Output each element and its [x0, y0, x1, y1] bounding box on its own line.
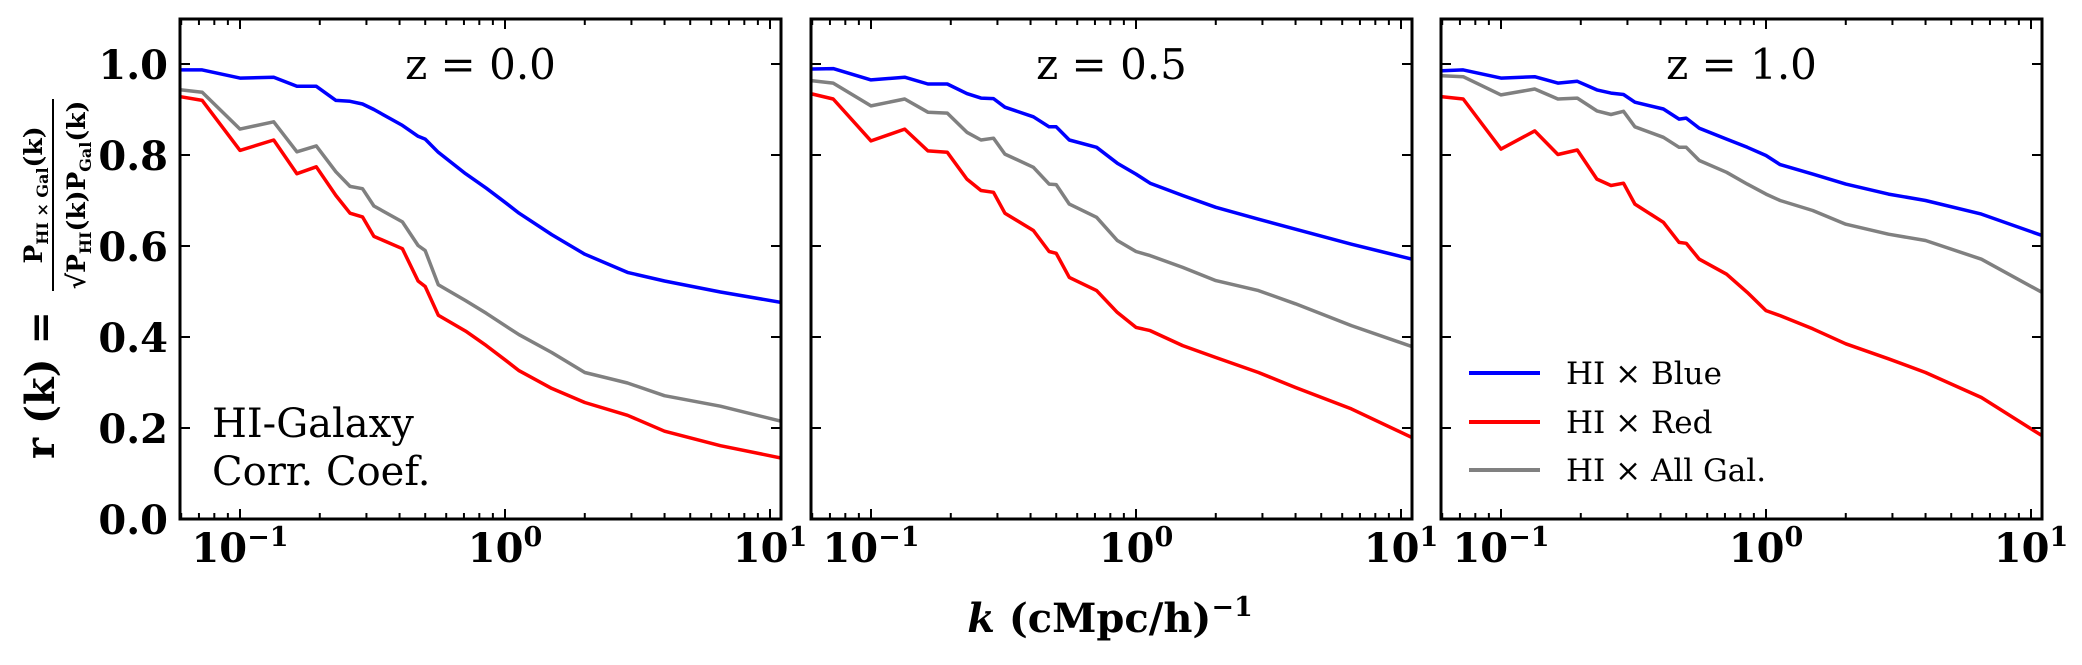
panel-z-1.0: 10−1 100 101 z = 1.0 — [1439, 17, 2068, 572]
x-tick-label: 100 — [468, 522, 542, 572]
legend-label-red: HI × Red — [1566, 405, 1713, 441]
y-tick-label: 0.0 — [98, 497, 168, 544]
series-line-hi-blue — [181, 68, 781, 305]
y-axis-label-denominator: √PHI(k)PGal(k) — [62, 101, 95, 290]
x-tick-label: 10−1 — [191, 522, 288, 572]
x-axis-label: k (cMpc/h)−1 — [967, 592, 1253, 642]
axes-frame — [1439, 17, 2044, 521]
x-tick-label: 10−1 — [822, 522, 919, 572]
legend-label-all-gal: HI × All Gal. — [1566, 453, 1766, 489]
series-line-hi-all-gal — [181, 88, 781, 423]
legend: HI × Blue HI × Red HI × All Gal. — [1469, 356, 1766, 489]
panel-title: z = 1.0 — [1666, 40, 1817, 89]
panel-title: z = 0.5 — [1036, 40, 1187, 89]
panel-z-0.5: 10−1 100 101 z = 0.5 — [809, 17, 1438, 572]
x-tick-label: 101 — [733, 522, 807, 572]
x-tick-label: 101 — [1994, 522, 2068, 572]
legend-item-all-gal: HI × All Gal. — [1469, 453, 1766, 489]
annotation-line-1: HI-Galaxy — [212, 401, 414, 447]
annotation-hi-galaxy-corr-coef: HI-Galaxy Corr. Coef. — [212, 401, 430, 495]
y-tick-labels: 0.0 0.2 0.4 0.6 0.8 1.0 — [98, 42, 168, 544]
y-axis-label-fraction: PHI × Gal(k) √PHI(k)PGal(k) — [19, 99, 95, 291]
x-tick-label: 100 — [1729, 522, 1803, 572]
annotation-line-2: Corr. Coef. — [212, 449, 430, 495]
axes-frame — [178, 17, 783, 521]
legend-item-red: HI × Red — [1469, 405, 1713, 441]
x-tick-label: 10−1 — [1452, 522, 1549, 572]
series-line-hi-red — [811, 92, 1412, 440]
series-lines — [811, 66, 1412, 440]
y-tick-label: 0.6 — [98, 224, 168, 271]
y-tick-label: 0.4 — [98, 315, 168, 362]
panel-z-0.0: 10−1 100 101 z = 0.0 — [178, 17, 807, 572]
series-lines — [1442, 68, 2042, 438]
y-axis-label: r (k) = PHI × Gal(k) √PHI(k)PGal(k) — [17, 99, 95, 459]
axes-frame — [809, 17, 1414, 521]
series-line-hi-blue — [812, 66, 1412, 261]
series-line-hi-all-gal — [812, 79, 1412, 349]
legend-item-blue: HI × Blue — [1469, 356, 1722, 392]
y-tick-label: 0.2 — [98, 406, 168, 453]
panel-title: z = 0.0 — [405, 40, 556, 89]
x-tick-label: 100 — [1099, 522, 1173, 572]
series-line-hi-red — [180, 95, 781, 460]
y-axis-label-numerator: PHI × Gal(k) — [19, 126, 52, 263]
y-tick-label: 0.8 — [98, 133, 168, 180]
series-line-hi-blue — [1442, 68, 2042, 238]
y-axis-label-lhs: r (k) = — [17, 311, 64, 459]
series-line-hi-red — [1442, 95, 2042, 438]
y-tick-label: 1.0 — [98, 42, 168, 89]
series-line-hi-all-gal — [1442, 74, 2042, 294]
legend-label-blue: HI × Blue — [1566, 356, 1722, 392]
x-tick-label: 101 — [1364, 522, 1438, 572]
series-lines — [180, 68, 781, 460]
